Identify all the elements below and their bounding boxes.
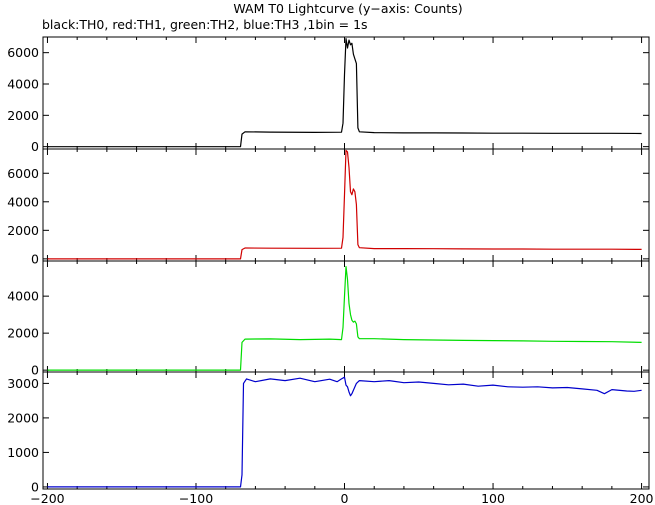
y-tick-label: 2000: [7, 223, 39, 238]
x-tick-label: 200: [630, 491, 654, 505]
y-tick-label: 0: [31, 251, 39, 266]
y-tick-label: 2000: [7, 108, 39, 123]
x-tick-label: −100: [179, 491, 213, 505]
panel-frame: [42, 36, 650, 150]
x-tick-label: −200: [30, 491, 64, 505]
panel-th3: 0 1000 2000 3000: [7, 371, 650, 494]
y-tick-label: 0: [31, 479, 39, 494]
series-line-th1: [47, 149, 642, 260]
y-tick-label: 6000: [7, 166, 39, 181]
chart-subtitle: black:TH0, red:TH1, green:TH2, blue:TH3 …: [42, 17, 368, 32]
panel-th1: 0 2000 4000 6000: [7, 148, 650, 266]
chart-title: WAM T0 Lightcurve (y−axis: Counts): [233, 1, 462, 16]
y-tick-label: 4000: [7, 76, 39, 91]
x-tick-label: 0: [341, 491, 349, 505]
y-tick-label: 2000: [7, 326, 39, 341]
y-tick-label: 0: [31, 139, 39, 154]
series-line-th3: [47, 376, 642, 488]
y-tick-label: 4000: [7, 289, 39, 304]
panel-th2: 0 2000 4000: [7, 260, 650, 378]
y-tick-label: 0: [31, 363, 39, 378]
panel-th0: 0 2000 4000 6000: [7, 36, 650, 154]
x-tick-label: 100: [481, 491, 505, 505]
y-tick-label: 6000: [7, 45, 39, 60]
y-tick-label: 4000: [7, 194, 39, 209]
panels-group: 0200040006000020004000600002000400001000…: [7, 36, 654, 505]
y-tick-label: 2000: [7, 410, 39, 425]
panel-frame: [42, 371, 650, 490]
series-line-th0: [47, 38, 642, 148]
series-line-th2: [47, 266, 642, 371]
y-tick-label: 3000: [7, 376, 39, 391]
y-tick-label: 1000: [7, 445, 39, 460]
